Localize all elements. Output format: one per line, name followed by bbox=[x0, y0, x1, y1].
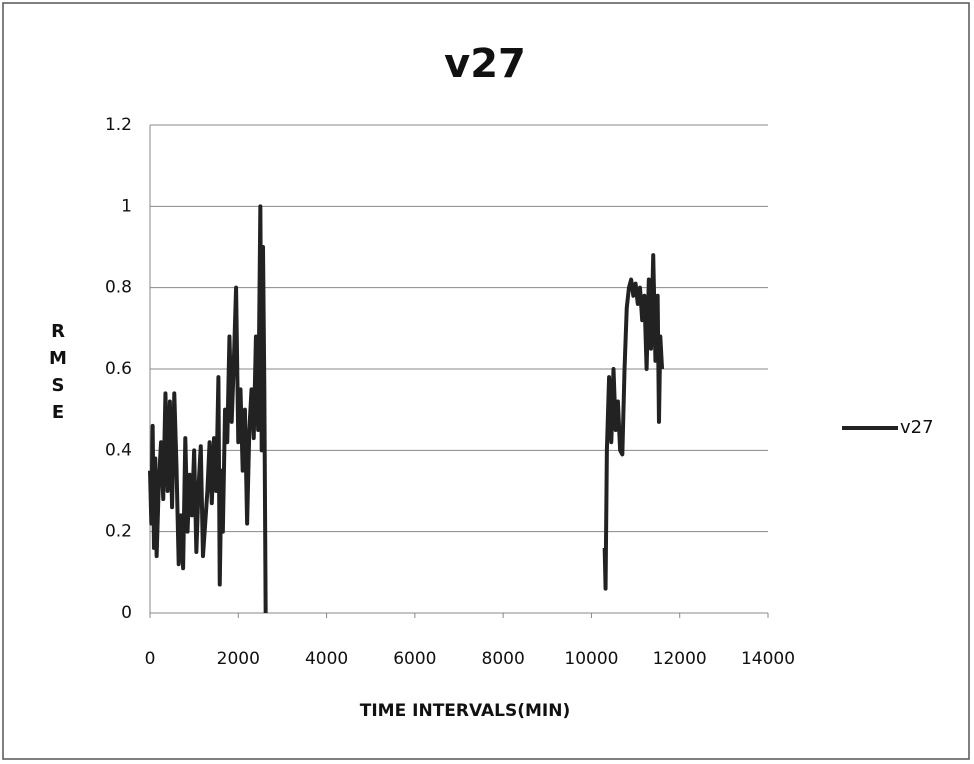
x-tick-label: 14000 bbox=[741, 649, 795, 669]
legend-label: v27 bbox=[900, 417, 934, 438]
y-tick-label: 0 bbox=[121, 603, 132, 623]
x-tick-label: 6000 bbox=[393, 649, 436, 669]
y-tick-label: 0.8 bbox=[105, 278, 132, 298]
chart-title: v27 bbox=[444, 41, 526, 87]
x-axis-title: TIME INTERVALS(MIN) bbox=[360, 701, 570, 721]
y-tick-label: 0.4 bbox=[105, 440, 132, 460]
y-axis-title: RMSE bbox=[48, 321, 69, 429]
x-tick-label: 2000 bbox=[217, 649, 260, 669]
y-tick-label: 0.2 bbox=[105, 522, 132, 542]
x-tick-label: 10000 bbox=[564, 649, 618, 669]
x-tick-label: 4000 bbox=[305, 649, 348, 669]
y-tick-label: 1 bbox=[121, 196, 132, 216]
x-tick-label: 12000 bbox=[653, 649, 707, 669]
y-tick-label: 0.6 bbox=[105, 359, 132, 379]
x-tick-label: 0 bbox=[145, 649, 156, 669]
y-tick-label: 1.2 bbox=[105, 115, 132, 135]
data-line bbox=[148, 204, 665, 614]
x-tick-label: 8000 bbox=[482, 649, 525, 669]
